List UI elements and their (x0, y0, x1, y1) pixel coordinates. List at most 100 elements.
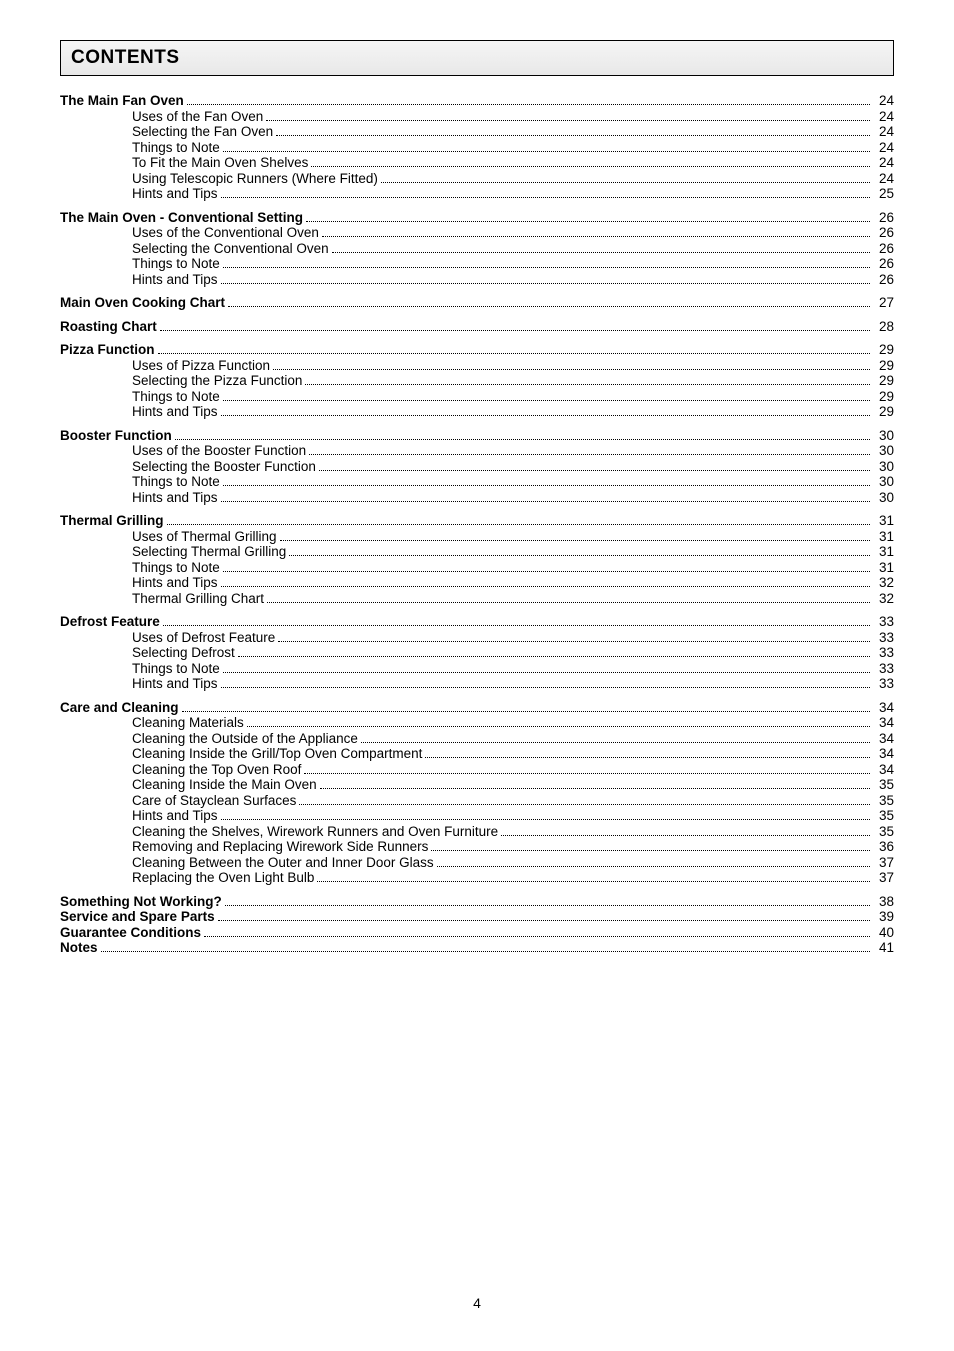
toc-entry-text: Things to Note (132, 561, 220, 575)
toc-entry: The Main Fan Oven24 (60, 94, 894, 108)
toc-entry: Defrost Feature 33 (60, 615, 894, 629)
toc-leader-dots (431, 850, 870, 851)
toc-entry-page: 25 (873, 187, 894, 201)
toc-entry: Things to Note29 (60, 390, 894, 404)
toc-entry-page: 29 (873, 405, 894, 419)
toc-entry-page: 35 (873, 778, 894, 792)
toc-entry-text: Cleaning the Top Oven Roof (132, 763, 301, 777)
section-gap (60, 421, 894, 429)
toc-leader-dots (223, 571, 870, 572)
toc-entry-page: 34 (873, 763, 894, 777)
toc-entry-text: Cleaning the Outside of the Appliance (132, 732, 358, 746)
toc-entry-text: Defrost Feature (60, 615, 160, 629)
toc-leader-dots (182, 711, 870, 712)
toc-entry-page: 24 (873, 94, 894, 108)
toc-entry-page: 26 (873, 242, 894, 256)
toc-leader-dots (225, 905, 870, 906)
toc-entry: Cleaning Inside the Grill/Top Oven Compa… (60, 747, 894, 761)
toc-entry-text: Selecting the Conventional Oven (132, 242, 329, 256)
toc-entry: Cleaning Between the Outer and Inner Doo… (60, 856, 894, 870)
toc-leader-dots (501, 835, 870, 836)
toc-entry-page: 24 (873, 125, 894, 139)
contents-header: CONTENTS (60, 40, 894, 76)
table-of-contents: The Main Fan Oven24 Uses of the Fan Oven2… (60, 94, 894, 955)
toc-leader-dots (101, 951, 870, 952)
toc-leader-dots (238, 656, 870, 657)
toc-leader-dots (280, 540, 870, 541)
toc-leader-dots (381, 182, 870, 183)
toc-entry-text: Uses of Defrost Feature (132, 631, 275, 645)
toc-entry-text: Things to Note (132, 475, 220, 489)
section-gap (60, 335, 894, 343)
toc-entry-page: 31 (873, 514, 894, 528)
toc-leader-dots (305, 384, 870, 385)
toc-entry-text: Service and Spare Parts (60, 910, 215, 924)
toc-entry-page: 29 (873, 359, 894, 373)
toc-entry-text: Things to Note (132, 390, 220, 404)
toc-entry: Things to Note33 (60, 662, 894, 676)
toc-entry-page: 41 (873, 941, 894, 955)
toc-entry-text: To Fit the Main Oven Shelves (132, 156, 308, 170)
toc-entry-text: Removing and Replacing Wirework Side Run… (132, 840, 428, 854)
toc-entry-page: 26 (873, 226, 894, 240)
section-gap (60, 693, 894, 701)
toc-entry-page: 31 (873, 545, 894, 559)
toc-entry-page: 34 (873, 701, 894, 715)
toc-entry-text: Care and Cleaning (60, 701, 179, 715)
toc-leader-dots (221, 687, 870, 688)
toc-entry-text: Something Not Working? (60, 895, 222, 909)
toc-entry-page: 34 (873, 716, 894, 730)
toc-entry-page: 30 (873, 429, 894, 443)
toc-entry-text: Cleaning Between the Outer and Inner Doo… (132, 856, 434, 870)
toc-entry-page: 33 (873, 615, 894, 629)
toc-leader-dots (218, 920, 870, 921)
toc-entry: Selecting the Fan Oven 24 (60, 125, 894, 139)
toc-entry-page: 35 (873, 794, 894, 808)
toc-entry-page: 33 (873, 662, 894, 676)
toc-entry-text: Selecting the Fan Oven (132, 125, 273, 139)
toc-entry: Guarantee Conditions40 (60, 926, 894, 940)
toc-leader-dots (221, 501, 870, 502)
toc-entry-page: 29 (873, 343, 894, 357)
toc-entry: Cleaning Materials34 (60, 716, 894, 730)
toc-entry-text: Hints and Tips (132, 273, 218, 287)
toc-entry: Things to Note26 (60, 257, 894, 271)
toc-entry: Thermal Grilling Chart32 (60, 592, 894, 606)
toc-leader-dots (320, 788, 870, 789)
toc-entry: Hints and Tips 26 (60, 273, 894, 287)
toc-entry: Uses of the Booster Function30 (60, 444, 894, 458)
toc-entry-page: 28 (873, 320, 894, 334)
toc-entry-page: 24 (873, 141, 894, 155)
toc-entry-text: Cleaning the Shelves, Wirework Runners a… (132, 825, 498, 839)
toc-entry: Uses of the Fan Oven24 (60, 110, 894, 124)
toc-entry-text: Pizza Function (60, 343, 155, 357)
section-gap (60, 312, 894, 320)
toc-entry-page: 24 (873, 156, 894, 170)
toc-leader-dots (306, 221, 870, 222)
toc-entry-page: 34 (873, 747, 894, 761)
toc-entry-text: Roasting Chart (60, 320, 157, 334)
toc-leader-dots (437, 866, 870, 867)
toc-leader-dots (223, 400, 870, 401)
toc-entry-page: 38 (873, 895, 894, 909)
toc-leader-dots (221, 197, 870, 198)
toc-entry: Roasting Chart 28 (60, 320, 894, 334)
toc-entry-text: Notes (60, 941, 98, 955)
toc-leader-dots (317, 881, 870, 882)
toc-entry-text: Care of Stayclean Surfaces (132, 794, 296, 808)
toc-entry-text: Thermal Grilling (60, 514, 164, 528)
toc-entry-text: The Main Oven - Conventional Setting (60, 211, 303, 225)
toc-entry: Hints and Tips 29 (60, 405, 894, 419)
toc-leader-dots (266, 120, 870, 121)
toc-entry-page: 27 (873, 296, 894, 310)
toc-entry-page: 37 (873, 871, 894, 885)
toc-leader-dots (267, 602, 870, 603)
toc-entry-page: 40 (873, 926, 894, 940)
toc-entry: Replacing the Oven Light Bulb37 (60, 871, 894, 885)
toc-entry-page: 26 (873, 273, 894, 287)
toc-entry-text: Uses of Thermal Grilling (132, 530, 277, 544)
toc-entry: Uses of Defrost Feature33 (60, 631, 894, 645)
toc-entry-text: Hints and Tips (132, 405, 218, 419)
toc-entry-page: 26 (873, 257, 894, 271)
toc-leader-dots (221, 415, 870, 416)
